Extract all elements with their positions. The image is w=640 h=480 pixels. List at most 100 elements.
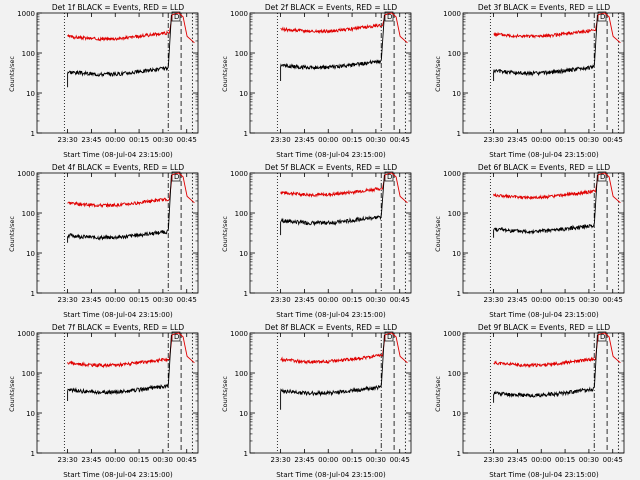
x-axis-title: Start Time (08-Jul-04 23:15:00) xyxy=(276,471,386,479)
x-tick-label: 00:30 xyxy=(153,456,173,464)
annotation-label: D xyxy=(174,13,179,21)
y-tick-label: 100 xyxy=(448,370,461,378)
y-axis-title: Counts/sec xyxy=(221,56,229,92)
x-tick-labels: 23:30 23:45 00:00 00:15 00:30 00:45 xyxy=(483,136,622,144)
y-tick-label: 10 xyxy=(452,410,461,418)
x-axis-title: Start Time (08-Jul-04 23:15:00) xyxy=(489,471,599,479)
y-tick-labels: 1 10 100 1000 xyxy=(230,330,248,458)
x-axis-title: Start Time (08-Jul-04 23:15:00) xyxy=(63,471,173,479)
y-tick-label: 100 xyxy=(22,370,35,378)
y-tick-label: 1000 xyxy=(17,330,35,338)
y-tick-label: 1 xyxy=(244,450,248,458)
y-tick-label: 100 xyxy=(448,210,461,218)
plot-frame xyxy=(462,332,625,454)
plot-svg: Det 7f BLACK = Events, RED = LLD Counts/… xyxy=(8,323,199,479)
x-tick-label: 23:30 xyxy=(483,296,503,304)
x-tick-label: 00:30 xyxy=(153,296,173,304)
annotation-label: D xyxy=(387,333,392,341)
x-tick-label: 00:15 xyxy=(555,456,575,464)
x-tick-label: 00:00 xyxy=(531,456,551,464)
y-tick-label: 10 xyxy=(452,90,461,98)
y-tick-label: 100 xyxy=(235,210,248,218)
x-tick-label: 00:00 xyxy=(105,456,125,464)
lld-series-line xyxy=(493,332,621,369)
plot-svg: Det 5f BLACK = Events, RED = LLD Counts/… xyxy=(221,163,412,319)
detector-plot-1: Det 1f BLACK = Events, RED = LLD Counts/… xyxy=(0,0,213,160)
y-axis-title: Counts/sec xyxy=(434,376,442,412)
plot-title: Det 3f BLACK = Events, RED = LLD xyxy=(478,3,611,12)
y-tick-label: 1000 xyxy=(230,170,248,178)
x-tick-label: 00:15 xyxy=(555,296,575,304)
x-tick-labels: 23:30 23:45 00:00 00:15 00:30 00:45 xyxy=(270,296,409,304)
x-axis-title: Start Time (08-Jul-04 23:15:00) xyxy=(489,311,599,319)
x-tick-label: 23:45 xyxy=(294,296,314,304)
plot-frame xyxy=(249,12,412,134)
detector-plot-5: Det 5f BLACK = Events, RED = LLD Counts/… xyxy=(213,160,426,320)
x-tick-label: 00:45 xyxy=(390,136,410,144)
x-tick-label: 00:00 xyxy=(318,456,338,464)
y-tick-labels: 1 10 100 1000 xyxy=(443,10,461,138)
plot-marks xyxy=(36,171,199,294)
plot-marks xyxy=(36,11,199,134)
plot-title: Det 6f BLACK = Events, RED = LLD xyxy=(478,163,611,172)
y-tick-label: 1 xyxy=(457,450,461,458)
x-tick-label: 00:45 xyxy=(177,136,197,144)
y-tick-label: 1 xyxy=(457,290,461,298)
lld-series-line xyxy=(67,172,195,209)
plot-frame xyxy=(36,12,199,134)
x-tick-label: 23:30 xyxy=(270,456,290,464)
x-tick-label: 00:00 xyxy=(318,136,338,144)
x-tick-label: 23:45 xyxy=(507,296,527,304)
plot-title: Det 5f BLACK = Events, RED = LLD xyxy=(265,163,398,172)
lld-series-line xyxy=(280,12,408,44)
x-tick-label: 00:30 xyxy=(153,136,173,144)
x-tick-label: 00:45 xyxy=(390,296,410,304)
events-series-line xyxy=(280,174,385,236)
y-axis-title: Counts/sec xyxy=(8,56,16,92)
plot-frame xyxy=(249,332,412,454)
plot-marks xyxy=(249,331,412,454)
y-tick-label: 1000 xyxy=(443,10,461,18)
y-tick-label: 10 xyxy=(239,410,248,418)
annotation-label: D xyxy=(600,13,605,21)
y-tick-label: 1 xyxy=(244,130,248,138)
x-tick-label: 00:45 xyxy=(177,456,197,464)
y-tick-label: 10 xyxy=(239,90,248,98)
y-tick-labels: 1 10 100 1000 xyxy=(17,170,35,298)
detector-plot-3: Det 3f BLACK = Events, RED = LLD Counts/… xyxy=(426,0,639,160)
plot-title: Det 2f BLACK = Events, RED = LLD xyxy=(265,3,398,12)
plot-svg: Det 3f BLACK = Events, RED = LLD Counts/… xyxy=(434,3,625,159)
y-tick-label: 1000 xyxy=(443,170,461,178)
y-tick-labels: 1 10 100 1000 xyxy=(230,10,248,138)
x-tick-label: 00:00 xyxy=(105,136,125,144)
x-tick-label: 00:30 xyxy=(366,456,386,464)
x-tick-label: 00:15 xyxy=(129,136,149,144)
detector-plot-4: Det 4f BLACK = Events, RED = LLD Counts/… xyxy=(0,160,213,320)
y-tick-label: 1 xyxy=(31,450,35,458)
y-axis-title: Counts/sec xyxy=(8,216,16,252)
y-tick-label: 10 xyxy=(452,250,461,258)
annotation-label: D xyxy=(174,333,179,341)
y-tick-label: 1 xyxy=(31,290,35,298)
x-tick-label: 00:00 xyxy=(531,296,551,304)
events-series-line xyxy=(67,174,172,243)
x-tick-label: 23:45 xyxy=(507,456,527,464)
plot-title: Det 1f BLACK = Events, RED = LLD xyxy=(52,3,185,12)
y-axis-title: Counts/sec xyxy=(8,376,16,412)
y-tick-label: 1 xyxy=(457,130,461,138)
y-tick-labels: 1 10 100 1000 xyxy=(443,170,461,298)
y-tick-labels: 1 10 100 1000 xyxy=(17,330,35,458)
plot-marks xyxy=(36,331,199,454)
y-tick-label: 1 xyxy=(31,130,35,138)
detector-plot-7: Det 7f BLACK = Events, RED = LLD Counts/… xyxy=(0,320,213,480)
lld-series-line xyxy=(67,332,195,369)
events-series-line xyxy=(67,334,172,401)
x-tick-label: 00:15 xyxy=(342,296,362,304)
x-tick-label: 23:30 xyxy=(270,296,290,304)
annotation-label: D xyxy=(600,173,605,181)
y-tick-labels: 1 10 100 1000 xyxy=(17,10,35,138)
lld-series-line xyxy=(280,332,408,365)
events-series-line xyxy=(67,14,172,88)
plot-title: Det 7f BLACK = Events, RED = LLD xyxy=(52,323,185,332)
plot-title: Det 4f BLACK = Events, RED = LLD xyxy=(52,163,185,172)
